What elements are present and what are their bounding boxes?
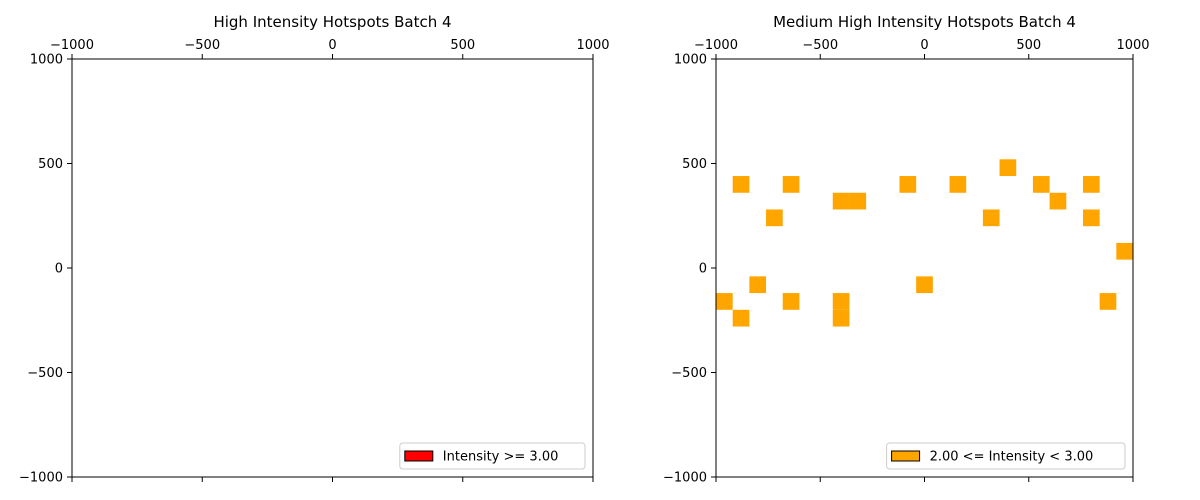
legend-swatch	[404, 450, 434, 462]
chart-title: High Intensity Hotspots Batch 4	[213, 13, 451, 31]
y-tick-label: 0	[699, 262, 707, 277]
hotspot-cell	[832, 293, 850, 310]
hotspot-cell	[1082, 209, 1100, 227]
x-tick-label: 500	[450, 38, 475, 53]
x-tick-label: −1000	[50, 38, 94, 53]
legend: 2.00 <= Intensity < 3.00	[886, 442, 1126, 470]
y-tick-label: −1000	[663, 471, 707, 486]
legend-swatch	[891, 450, 921, 462]
hotspot-cell	[782, 176, 800, 193]
hotspot-cell	[916, 276, 933, 294]
hotspot-cell	[749, 276, 767, 294]
hotspot-cell	[999, 159, 1017, 177]
y-tick-label: 1000	[30, 53, 63, 68]
y-tick-label: 500	[682, 157, 707, 172]
axes-frame	[71, 58, 594, 478]
hotspot-cell	[1082, 176, 1100, 193]
hotspot-cell	[766, 209, 783, 227]
hotspot-cell	[732, 309, 750, 327]
chart-panel-1: High Intensity Hotspots Batch 4 −1000 −500…	[19, 13, 610, 486]
x-tick-label: −500	[802, 38, 838, 53]
hotspot-cell	[949, 176, 967, 193]
hotspot-cell	[1116, 242, 1133, 260]
y-tick-label: −500	[27, 366, 63, 381]
hotspot-cell	[732, 176, 750, 193]
x-tick-label: 1000	[576, 38, 609, 53]
y-tick-label: −500	[671, 366, 707, 381]
x-tick-label: 0	[920, 38, 928, 53]
hotspot-cell	[832, 192, 850, 210]
y-tick-label: 0	[55, 262, 63, 277]
legend-label: Intensity >= 3.00	[443, 450, 559, 465]
x-tick-label: −500	[184, 38, 220, 53]
chart-panel-2: Medium High Intensity Hotspots Batch 4 −1…	[663, 13, 1150, 486]
data-cells	[716, 159, 1133, 327]
x-tick-label: 1000	[1116, 38, 1149, 53]
y-tick-label: 1000	[674, 53, 707, 68]
y-tick-label: −1000	[19, 471, 63, 486]
legend-box	[886, 442, 1126, 470]
x-tick-label: −1000	[694, 38, 738, 53]
legend: Intensity >= 3.00	[399, 442, 586, 470]
hotspot-cell	[982, 209, 1000, 227]
hotspot-cell	[1099, 293, 1117, 310]
hotspot-cell	[1032, 176, 1050, 193]
y-tick-label: 500	[38, 157, 63, 172]
x-tick-label: 0	[328, 38, 336, 53]
legend-box	[399, 442, 586, 470]
axes-frame	[715, 58, 1134, 478]
x-tick-label: 500	[1016, 38, 1041, 53]
legend-label: 2.00 <= Intensity < 3.00	[930, 450, 1094, 465]
hotspot-cell	[849, 192, 867, 210]
hotspot-cell	[1049, 192, 1067, 210]
hotspot-cell	[716, 293, 733, 310]
chart-title: Medium High Intensity Hotspots Batch 4	[773, 13, 1076, 31]
hotspot-cell	[782, 293, 800, 310]
hotspot-cell	[832, 309, 850, 327]
hotspot-cell	[899, 176, 917, 193]
